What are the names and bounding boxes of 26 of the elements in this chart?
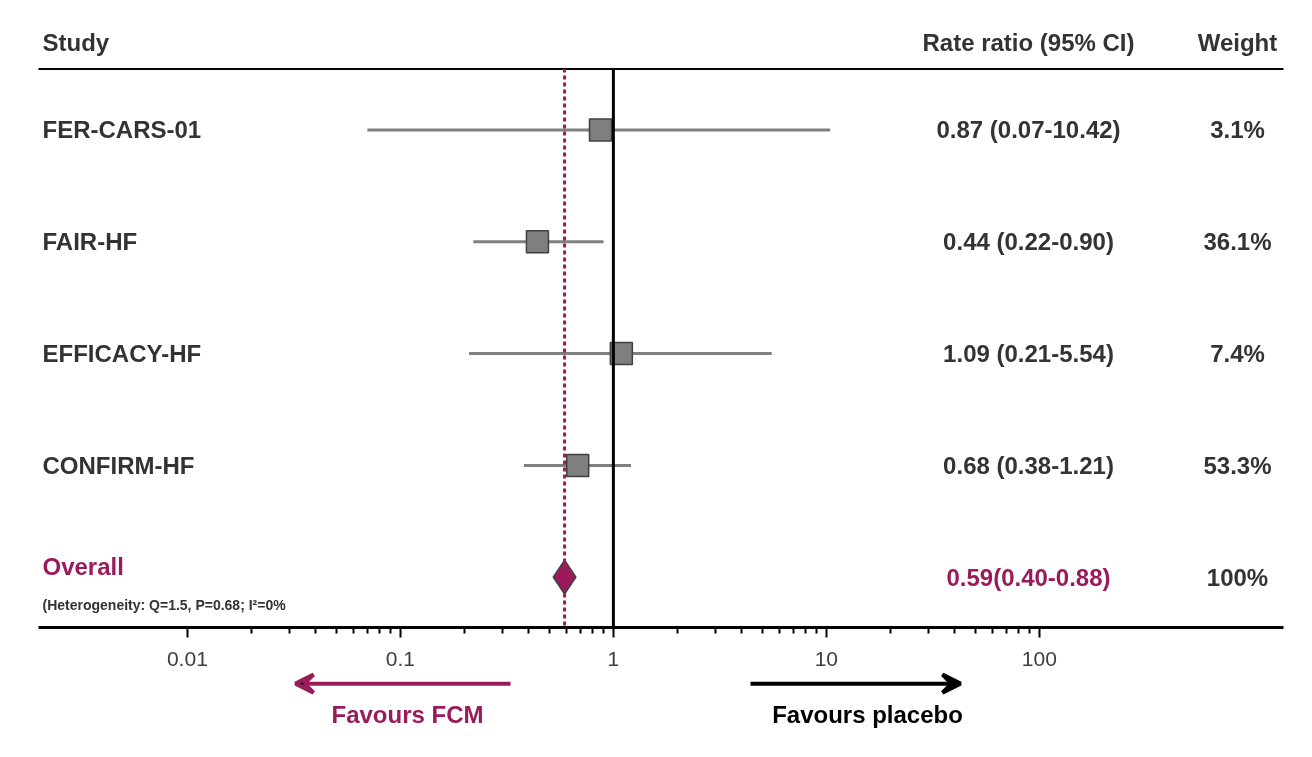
x-tick-label: 0.1 xyxy=(385,646,415,670)
y-tick-label: FER-CARS-01 xyxy=(42,116,202,144)
text: Rate ratio (95% CI) xyxy=(922,29,1135,57)
annotation: 53.3% xyxy=(1203,451,1272,479)
text: Weight xyxy=(1197,29,1278,57)
annotation: 0.68 (0.38-1.21) xyxy=(943,451,1114,479)
annotation: 0.44 (0.22-0.90) xyxy=(943,228,1114,256)
y-tick-label: Overall xyxy=(42,552,124,580)
y-tick-label: EFFICACY-HF xyxy=(42,340,202,368)
annotation: 0.59(0.40-0.88) xyxy=(946,563,1111,591)
annotation: 1.09 (0.21-5.54) xyxy=(943,340,1114,368)
annotation: 0.87 (0.07-10.42) xyxy=(936,116,1121,144)
x-tick-label: 1 xyxy=(607,646,620,670)
annotation: (Heterogeneity: Q=1.5, P=0.68; I²=0% xyxy=(42,597,287,614)
text: Favours placebo xyxy=(772,701,963,729)
annotation: 3.1% xyxy=(1210,116,1265,144)
y-tick-label: CONFIRM-HF xyxy=(42,451,195,479)
annotation: 7.4% xyxy=(1210,340,1265,368)
x-tick-label: 0.01 xyxy=(166,646,208,670)
y-axis-title: Study xyxy=(42,29,110,57)
text: Favours FCM xyxy=(331,701,484,729)
annotation: 36.1% xyxy=(1203,228,1272,256)
x-tick-label: 10 xyxy=(814,646,839,670)
y-tick-label: FAIR-HF xyxy=(42,228,138,256)
annotation: 100% xyxy=(1206,563,1269,591)
x-tick-label: 100 xyxy=(1021,646,1057,670)
